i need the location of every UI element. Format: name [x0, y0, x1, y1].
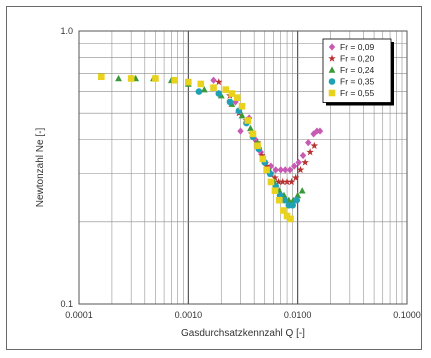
- circle-point: [226, 98, 234, 106]
- legend-square-marker: [328, 89, 336, 97]
- diamond-point: [210, 76, 217, 84]
- square-point: [271, 187, 279, 195]
- star-point: [262, 162, 271, 170]
- legend-star-marker: [328, 54, 336, 62]
- axis-ticks: 0.0001 0.0010 0.0100 0.1000 1.0 0.1: [60, 26, 420, 320]
- square-point: [197, 80, 205, 88]
- star-point: [274, 177, 283, 186]
- legend-entry-label: Fr = 0,24: [340, 65, 375, 75]
- series-circle: [195, 88, 301, 209]
- star-point: [306, 148, 314, 156]
- square-point: [228, 90, 236, 97]
- triangle-point: [294, 191, 302, 199]
- star-point: [278, 177, 287, 186]
- y-tick-label: 0.1: [60, 299, 73, 309]
- series-square: [98, 73, 294, 223]
- square-point: [259, 155, 267, 163]
- diamond-point: [299, 151, 307, 160]
- star-point: [296, 165, 305, 174]
- circle-point: [195, 88, 203, 95]
- triangle-point: [238, 111, 246, 119]
- triangle-point: [247, 124, 254, 132]
- diamond-point: [286, 166, 294, 174]
- square-point: [276, 196, 283, 204]
- y-tick-label: 1.0: [60, 26, 73, 36]
- square-point: [171, 76, 178, 84]
- square-point: [233, 94, 241, 101]
- square-point: [287, 215, 294, 223]
- scatter-chart: 0.0001 0.0010 0.0100 0.1000 1.0 0.1 Gasdurchs…: [35, 26, 421, 339]
- diamond-point: [305, 139, 312, 147]
- circle-point: [293, 196, 301, 204]
- legend-circle-marker: [328, 78, 336, 85]
- square-point: [249, 130, 257, 138]
- circle-point: [281, 196, 288, 204]
- chart-frame: 0.0001 0.0010 0.0100 0.1000 1.0 0.1 Gasdurchs…: [6, 6, 422, 350]
- square-point: [263, 166, 270, 174]
- square-point: [98, 73, 105, 81]
- circle-point: [215, 90, 223, 97]
- legend-entry-label: Fr = 0,55: [340, 88, 375, 98]
- square-point: [280, 207, 287, 214]
- square-point: [283, 212, 291, 220]
- x-tick-label: 0.0100: [284, 310, 312, 320]
- legend-triangle-marker: [328, 66, 336, 73]
- star-point: [310, 141, 319, 149]
- diamond-point: [277, 166, 284, 174]
- diamond-point: [295, 158, 302, 167]
- diamond-point: [291, 162, 298, 170]
- diamond-point: [272, 166, 279, 174]
- square-point: [152, 75, 159, 82]
- legend-diamond-marker: [328, 43, 336, 51]
- star-point: [291, 173, 300, 181]
- legend-entry-label: Fr = 0,09: [340, 42, 375, 52]
- circle-point: [289, 201, 296, 209]
- square-point: [222, 86, 230, 93]
- triangle-point: [115, 74, 122, 82]
- square-point: [210, 84, 217, 91]
- star-point: [301, 158, 309, 166]
- star-point: [215, 78, 223, 86]
- plot-area: [78, 30, 408, 305]
- square-point: [244, 117, 252, 124]
- x-tick-label: 0.0001: [65, 310, 93, 320]
- x-tick-label: 0.1000: [393, 310, 421, 320]
- diamond-point: [237, 127, 244, 135]
- star-point: [287, 177, 296, 186]
- star-point: [258, 151, 266, 159]
- square-point: [267, 178, 275, 186]
- data-marks: [98, 73, 324, 223]
- square-point: [254, 142, 261, 150]
- triangle-point: [298, 187, 306, 194]
- square-point: [127, 75, 135, 82]
- y-axis-title: Newtonzahl Ne [-]: [35, 128, 46, 208]
- star-point: [283, 177, 291, 186]
- x-axis-title: Gasdurchsatzkennzahl Q [-]: [181, 328, 305, 339]
- square-point: [238, 102, 246, 110]
- legend-entry-label: Fr = 0,20: [340, 54, 375, 64]
- square-point: [185, 78, 192, 86]
- diamond-point: [282, 166, 289, 174]
- star-point: [271, 173, 279, 181]
- triangle-point: [200, 86, 208, 93]
- x-tick-label: 0.0010: [175, 310, 203, 320]
- legend-entry-label: Fr = 0,35: [340, 77, 375, 87]
